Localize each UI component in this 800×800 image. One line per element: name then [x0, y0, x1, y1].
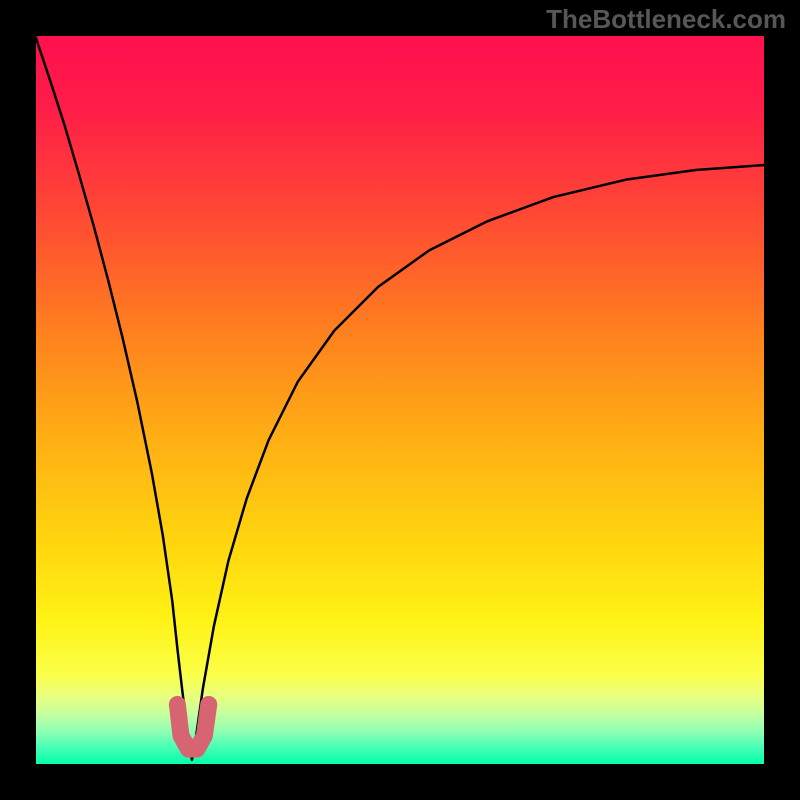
chart-root: TheBottleneck.com [0, 0, 800, 800]
plot-gradient-background [35, 35, 765, 765]
chart-svg [0, 0, 800, 800]
